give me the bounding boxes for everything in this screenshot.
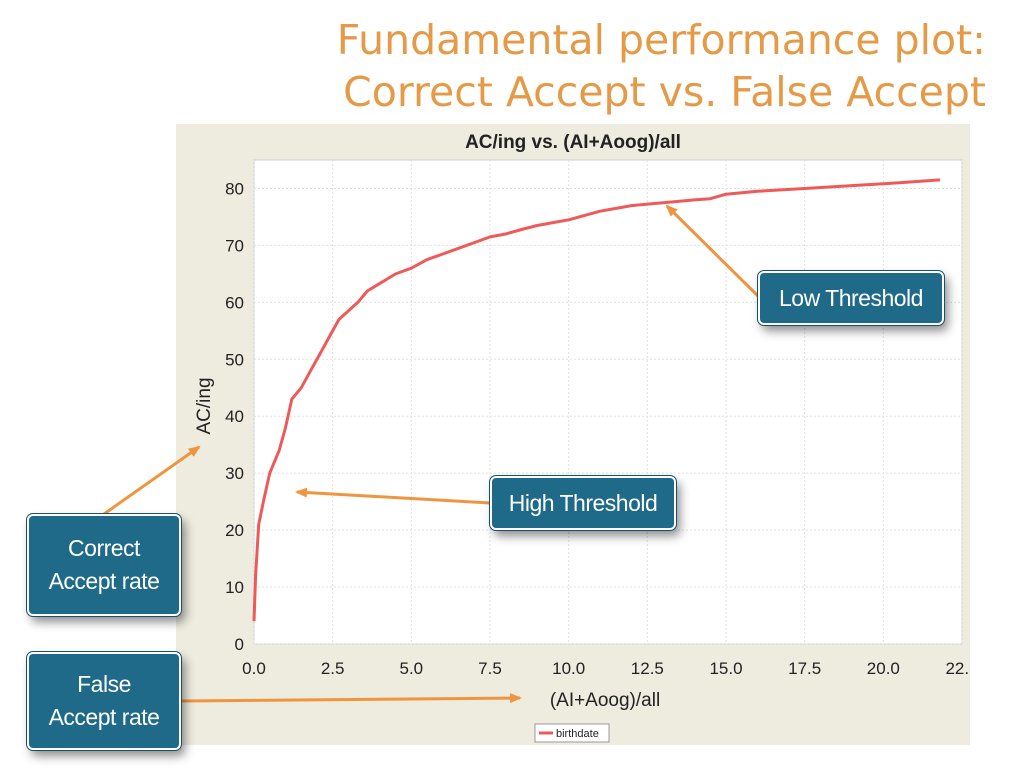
false-accept-line1: False	[77, 671, 131, 697]
line-chart: AC/ing vs. (AI+Aoog)/all (AI+Aoog)/all A…	[194, 132, 970, 743]
x-tick-label: 12.5	[631, 659, 664, 678]
x-tick-label: 17.5	[788, 659, 821, 678]
y-tick-label: 10	[225, 578, 244, 597]
y-tick-label: 0	[235, 635, 244, 654]
x-tick-label: 0.0	[242, 659, 266, 678]
series-line-birthdate	[252, 178, 941, 622]
x-tick-label: 22.5	[945, 659, 970, 678]
low-threshold-label: Low Threshold	[779, 284, 923, 311]
y-tick-label: 30	[225, 464, 244, 483]
x-tick-label: 2.5	[321, 659, 345, 678]
x-tick-label: 15.0	[709, 659, 742, 678]
slide-title: Fundamental performance plot: Correct Ac…	[86, 14, 986, 118]
low-threshold-callout: Low Threshold	[758, 271, 944, 325]
x-tick-label: 20.0	[867, 659, 900, 678]
y-tick-label: 70	[225, 236, 244, 255]
chart-panel: AC/ing vs. (AI+Aoog)/all (AI+Aoog)/all A…	[176, 124, 970, 745]
x-tick-label: 7.5	[478, 659, 502, 678]
slide-title-line1: Fundamental performance plot:	[336, 16, 986, 64]
y-tick-label: 40	[225, 407, 244, 426]
correct-accept-line1: Correct	[68, 535, 140, 561]
slide-title-line2: Correct Accept vs. False Accept	[343, 68, 986, 116]
chart-title: AC/ing vs. (AI+Aoog)/all	[465, 132, 681, 153]
high-threshold-label: High Threshold	[508, 489, 658, 516]
y-tick-label: 60	[225, 293, 244, 312]
y-axis-label: AC/ing	[194, 377, 215, 434]
legend-label: birthdate	[556, 728, 599, 740]
plot-area	[253, 159, 963, 645]
correct-accept-callout: Correct Accept rate	[27, 514, 181, 616]
x-tick-label: 10.0	[552, 659, 585, 678]
legend: birthdate	[534, 723, 610, 743]
correct-accept-line2: Accept rate	[48, 568, 160, 594]
y-tick-label: 50	[225, 350, 244, 369]
x-tick-label: 5.0	[400, 659, 424, 678]
high-threshold-callout: High Threshold	[490, 476, 676, 530]
false-accept-callout: False Accept rate	[27, 652, 181, 750]
x-axis-label: (AI+Aoog)/all	[550, 690, 660, 711]
y-tick-label: 20	[225, 521, 244, 540]
false-accept-line2: Accept rate	[48, 704, 160, 730]
y-tick-label: 80	[225, 179, 244, 198]
